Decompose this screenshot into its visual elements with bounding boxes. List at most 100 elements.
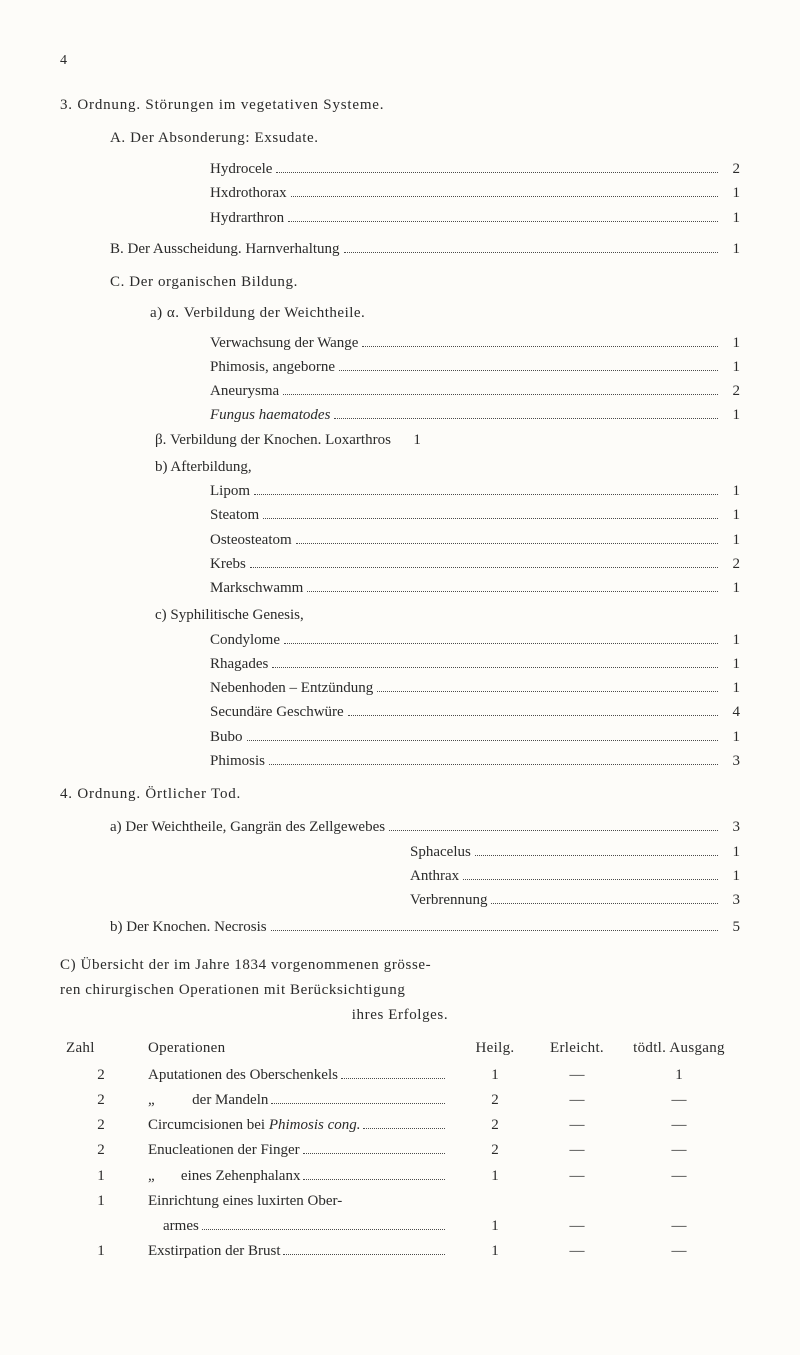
leader-dots (288, 221, 718, 222)
entry-label: Fungus haematodes (210, 404, 330, 427)
entry-bubo: Bubo 1 (210, 726, 740, 749)
leader-dots (344, 252, 718, 253)
leader-dots (271, 930, 718, 931)
entry-label: β. Verbildung der Knochen. Loxarthros (155, 429, 391, 452)
subsection-b-entry: B. Der Ausscheidung. Harnverhaltung 1 (110, 238, 740, 261)
entry-fungus: Fungus haematodes 1 (210, 404, 740, 427)
entry-label: Markschwamm (210, 577, 303, 600)
subsection-a-head: A. Der Absonderung: Exsudate. (110, 127, 740, 150)
col-operationen: Operationen (142, 1035, 454, 1062)
c-line-2: ren chirurgischen Operationen mit Berück… (60, 979, 740, 1002)
entry-value: 1 (722, 529, 740, 552)
entry-label: a) Der Weichtheile, Gangrän des Zellgewe… (110, 816, 385, 839)
leader-dots (303, 1153, 445, 1154)
entry-krebs: Krebs 2 (210, 553, 740, 576)
entry-nebenhoden: Nebenhoden – Entzündung 1 (210, 677, 740, 700)
leader-dots (247, 740, 718, 741)
leader-dots (341, 1078, 445, 1079)
operation-label: Exstirpation der Brust (148, 1240, 280, 1263)
cell-zahl: 1 (60, 1164, 142, 1189)
entry-value: 1 (722, 238, 740, 261)
entry-rhagades: Rhagades 1 (210, 653, 740, 676)
cell-zahl: 1 (60, 1239, 142, 1264)
leader-dots (254, 494, 718, 495)
entry-value: 5 (722, 916, 740, 939)
cell-value: — (536, 1138, 618, 1163)
col-erleicht: Erleicht. (536, 1035, 618, 1062)
cell-value: — (618, 1214, 740, 1239)
entry-label: Aneurysma (210, 380, 279, 403)
leader-dots (283, 1254, 445, 1255)
leader-dots (296, 543, 718, 544)
entry-value: 2 (722, 380, 740, 403)
leader-dots (303, 1179, 445, 1180)
entry-label: Steatom (210, 504, 259, 527)
entry-value: 2 (722, 158, 740, 181)
entry-label: Nebenhoden – Entzündung (210, 677, 373, 700)
entry-value: 1 (722, 504, 740, 527)
cell-operation: „ eines Zehenphalanx (142, 1164, 454, 1189)
cell-value (454, 1189, 536, 1214)
cell-operation: Einrichtung eines luxirten Ober- (142, 1189, 454, 1214)
entry-knochen: b) Der Knochen. Necrosis 5 (110, 916, 740, 939)
sub-a-head: a) α. Verbildung der Weichtheile. (150, 302, 740, 325)
operation-label: „ eines Zehenphalanx (148, 1165, 300, 1188)
operation-label: Aputationen des Oberschenkels (148, 1064, 338, 1087)
cell-value: 2 (454, 1138, 536, 1163)
entry-label: Sphacelus (410, 841, 471, 864)
leader-dots (363, 1128, 445, 1129)
table-row: armes1—— (60, 1214, 740, 1239)
col-toedtl: tödtl. Ausgang (618, 1035, 740, 1062)
entry-value: 4 (722, 701, 740, 724)
cell-zahl: 2 (60, 1088, 142, 1113)
entry-value: 1 (722, 677, 740, 700)
entry-markschwamm: Markschwamm 1 (210, 577, 740, 600)
entry-osteosteatom: Osteosteatom 1 (210, 529, 740, 552)
leader-dots (291, 196, 718, 197)
cell-value: — (618, 1239, 740, 1264)
leader-dots (272, 667, 718, 668)
entry-phimosis: Phimosis 3 (210, 750, 740, 773)
entry-verbrennung: Verbrennung 3 (410, 889, 740, 912)
table-row: 2Circumcisionen bei Phimosis cong.2—— (60, 1113, 740, 1138)
leader-dots (463, 879, 718, 880)
entry-hxdrothorax: Hxdrothorax 1 (210, 182, 740, 205)
operation-label: Circumcisionen bei Phimosis cong. (148, 1114, 360, 1137)
leader-dots (334, 418, 718, 419)
entry-label: b) Der Knochen. Necrosis (110, 916, 267, 939)
cell-value: — (536, 1063, 618, 1088)
entry-value: 1 (722, 182, 740, 205)
leader-dots (339, 370, 718, 371)
operation-label: Enucleationen der Finger (148, 1139, 300, 1162)
entry-label: Verbrennung (410, 889, 487, 912)
cell-value: — (536, 1088, 618, 1113)
cell-value: — (618, 1088, 740, 1113)
entry-anthrax: Anthrax 1 (410, 865, 740, 888)
col-heilg: Heilg. (454, 1035, 536, 1062)
leader-dots (271, 1103, 445, 1104)
leader-dots (377, 691, 718, 692)
cell-zahl: 1 (60, 1189, 142, 1214)
entry-weichtheile: a) Der Weichtheile, Gangrän des Zellgewe… (110, 816, 740, 839)
cell-value: — (536, 1239, 618, 1264)
entry-beta: β. Verbildung der Knochen. Loxarthros 1 (155, 429, 740, 452)
cell-value: 1 (454, 1239, 536, 1264)
entry-value: 1 (403, 429, 421, 452)
entry-value: 1 (722, 404, 740, 427)
entry-label: Secundäre Geschwüre (210, 701, 344, 724)
leader-dots (263, 518, 718, 519)
subsection-b-label: B. Der Ausscheidung. Harnverhaltung (110, 238, 340, 261)
cell-value (536, 1189, 618, 1214)
operation-label: „ der Mandeln (148, 1089, 268, 1112)
cell-value: — (536, 1214, 618, 1239)
entry-label: Hydrocele (210, 158, 272, 181)
entry-value: 1 (722, 356, 740, 379)
cell-value: 1 (454, 1214, 536, 1239)
leader-dots (276, 172, 718, 173)
leader-dots (348, 715, 718, 716)
cell-value (618, 1189, 740, 1214)
cell-value: 2 (454, 1088, 536, 1113)
leader-dots (283, 394, 718, 395)
entry-label: Hydrarthron (210, 207, 284, 230)
cell-zahl (60, 1214, 142, 1239)
